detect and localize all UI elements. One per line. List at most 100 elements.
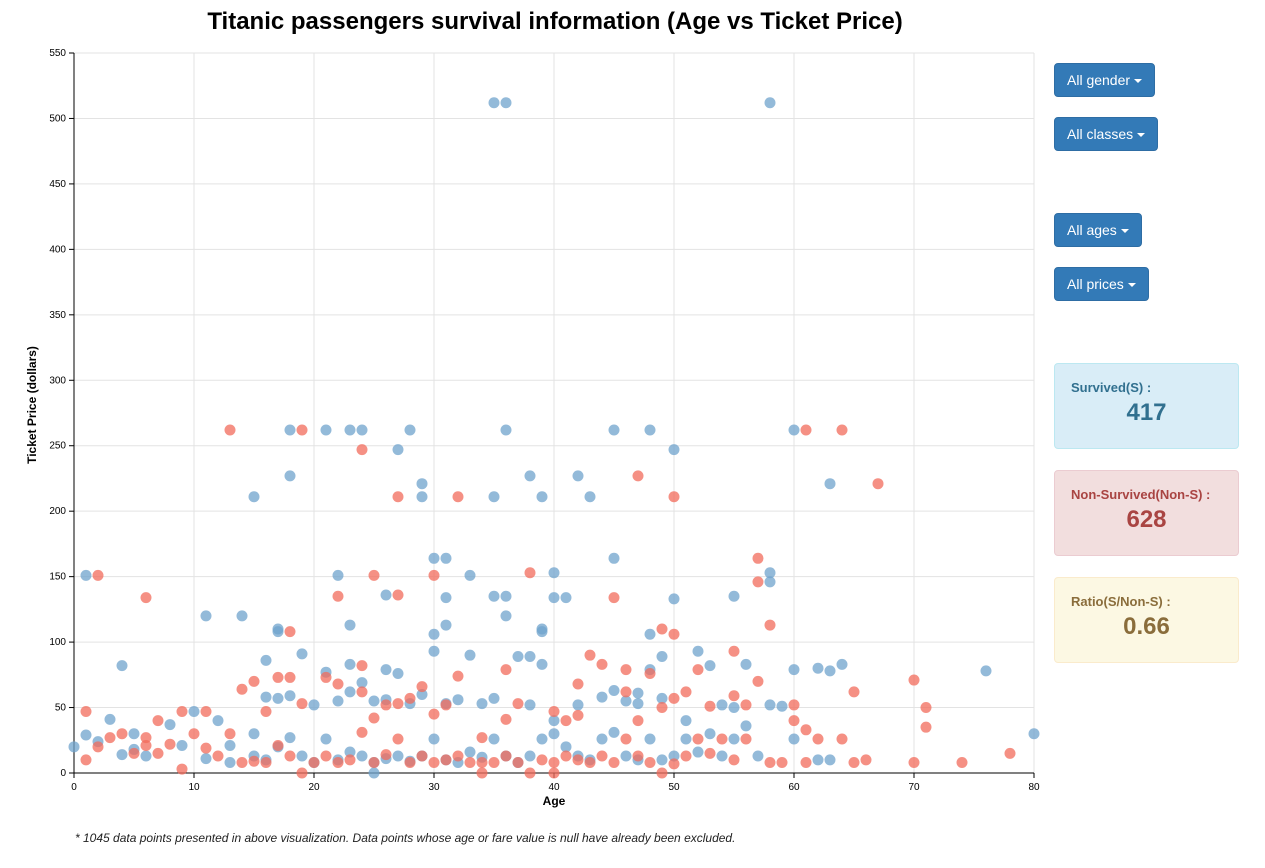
nonsurvived-point [416,681,428,693]
nonsurvived-point [284,750,296,762]
x-tick-label: 40 [548,782,560,793]
survived-point [416,491,428,503]
nonsurvived-point [92,741,104,753]
survived-point [296,750,308,762]
survived-point [668,750,680,762]
survived-point [608,552,620,564]
nonsurvived-point [752,552,764,564]
survived-point [416,688,428,700]
survived-point [536,491,548,503]
survived-point [560,592,572,604]
nonsurvived-point [260,705,272,717]
nonsurvived-point [152,715,164,727]
nonsurvived-stat-label: Non-Survived(Non-S) : [1071,487,1211,502]
survived-point [608,685,620,697]
ratio-stat-value: 0.66 [1123,613,1170,640]
nonsurvived-point [404,692,416,704]
nonsurvived-point [452,750,464,762]
gender-filter-dropdown[interactable]: All gender [1054,63,1156,97]
survived-point [344,424,356,436]
nonsurvived-point [788,699,800,711]
survived-point [584,491,596,503]
nonsurvived-point [704,747,716,759]
survived-point [68,741,80,753]
survived-point [392,668,404,680]
survived-point [680,733,692,745]
survived-point [764,576,776,588]
nonsurvived-point [80,705,92,717]
nonsurvived-point [116,728,128,740]
survived-point [200,753,212,765]
y-tick-label: 200 [49,506,66,517]
survived-point [452,694,464,706]
survived-point [536,658,548,670]
survived-point [80,729,92,741]
nonsurvived-point [752,675,764,687]
survived-point [728,590,740,602]
survived-point [632,687,644,699]
survived-point [236,610,248,622]
survived-point [488,733,500,745]
survived-point [368,695,380,707]
nonsurvived-point [764,757,776,769]
survived-point [356,424,368,436]
survived-point [608,726,620,738]
nonsurvived-point [728,690,740,702]
nonsurvived-point [548,705,560,717]
survived-point [788,733,800,745]
survived-point [116,749,128,761]
nonsurvived-point [332,678,344,690]
survived-point [104,713,116,725]
survived-point [548,728,560,740]
nonsurvived-point [656,767,668,779]
nonsurvived-point [584,649,596,661]
ratio-stat-label: Ratio(S/Non-S) : [1071,594,1171,609]
nonsurvived-point [1004,747,1016,759]
survived-point [656,754,668,766]
nonsurvived-point [488,757,500,769]
nonsurvived-point [668,758,680,770]
nonsurvived-point [164,738,176,750]
nonsurvived-point [860,754,872,766]
nonsurvived-point [428,569,440,581]
nonsurvived-point [176,763,188,775]
nonsurvived-stat-value: 628 [1126,506,1167,533]
nonsurvived-point [572,754,584,766]
survived-point [80,569,92,581]
survived-point [824,754,836,766]
nonsurvived-point [428,757,440,769]
axes: 0 50 100 150 200 250 300 350 400 450 500 550 0 10 20 30… [49,48,1040,793]
nonsurvived-point [452,491,464,503]
survived-point [200,610,212,622]
nonsurvived-point [596,658,608,670]
survived-point [356,750,368,762]
survived-point [812,754,824,766]
nonsurvived-point [692,664,704,676]
survived-point [740,720,752,732]
survived-point [308,699,320,711]
x-axis-label: Age [543,794,566,808]
nonsurvived-point [368,569,380,581]
caret-down-icon [1137,133,1146,138]
survived-point [620,750,632,762]
nonsurvived-point [800,757,812,769]
survived-point [740,658,752,670]
price-filter-dropdown[interactable]: All prices [1054,267,1149,301]
survived-point [128,728,140,740]
survived-point [248,491,260,503]
nonsurvived-point [836,424,848,436]
nonsurvived-point [440,699,452,711]
caret-down-icon [1134,79,1143,84]
y-tick-label: 500 [49,113,66,124]
survived-point [716,699,728,711]
ratio-stat-panel: Ratio(S/Non-S) : 0.66 [1054,577,1239,663]
class-filter-dropdown[interactable]: All classes [1054,117,1159,151]
x-tick-label: 0 [71,782,77,793]
nonsurvived-point [608,757,620,769]
nonsurvived-point [584,757,596,769]
nonsurvived-point [752,576,764,588]
nonsurvived-point [512,757,524,769]
age-filter-dropdown[interactable]: All ages [1054,213,1142,247]
survived-point [764,567,776,579]
survived-point [524,650,536,662]
